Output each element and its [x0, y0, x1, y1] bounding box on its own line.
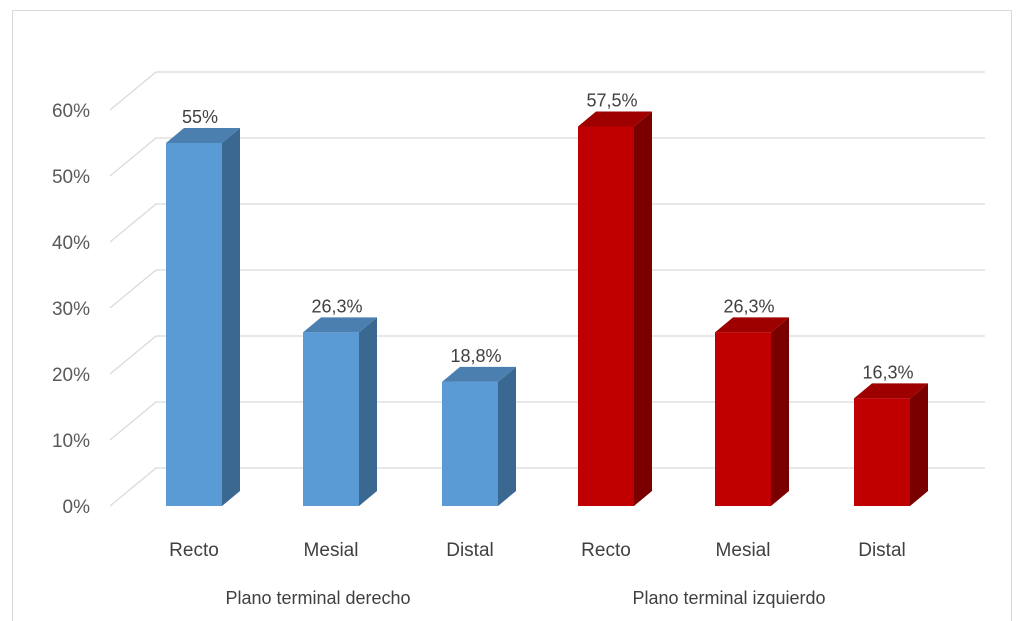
gridline-diagonal: [109, 203, 157, 243]
x-tick-label: Distal: [858, 540, 906, 561]
gridline-diagonal: [109, 137, 157, 177]
y-tick-label: 40%: [52, 233, 90, 254]
bar: [854, 398, 910, 506]
bar-side: [634, 111, 652, 506]
x-tick-label: Mesial: [304, 540, 359, 561]
bar: [303, 332, 359, 506]
bar-side: [359, 317, 377, 506]
data-label: 57,5%: [586, 91, 637, 111]
gridline-diagonal: [109, 71, 157, 111]
bar-top: [303, 317, 377, 333]
bar: [715, 332, 771, 506]
y-tick-label: 20%: [52, 365, 90, 386]
data-label: 18,8%: [450, 346, 501, 366]
data-label: 55%: [182, 107, 218, 127]
chart-frame: [12, 10, 1012, 621]
gridline-diagonal: [109, 401, 157, 441]
x-tick-label: Distal: [446, 540, 494, 561]
bar-top: [166, 128, 240, 143]
bar: [578, 126, 634, 506]
gridline-diagonal: [109, 335, 157, 375]
bar: [442, 381, 498, 506]
bar-top: [442, 366, 516, 382]
x-tick-label: Recto: [169, 540, 219, 561]
x-tick-label: Recto: [581, 540, 631, 561]
data-label: 16,3%: [862, 362, 913, 382]
y-tick-label: 50%: [52, 167, 90, 188]
y-tick-label: 60%: [52, 101, 90, 122]
bar-top: [578, 111, 652, 127]
bar-side: [910, 383, 928, 506]
group-label: Plano terminal izquierdo: [632, 588, 825, 608]
gridline-diagonal: [109, 269, 157, 309]
y-tick-label: 30%: [52, 299, 90, 320]
group-label: Plano terminal derecho: [225, 588, 410, 608]
x-tick-label: Mesial: [716, 540, 771, 561]
bar-top: [715, 317, 789, 333]
y-tick-label: 10%: [52, 431, 90, 452]
bar-side: [498, 366, 516, 506]
bar-side: [222, 128, 240, 506]
y-tick-label: 0%: [63, 497, 91, 518]
gridline-diagonal: [109, 467, 157, 507]
bar: [166, 143, 222, 506]
data-label: 26,3%: [311, 296, 362, 316]
bar-top: [854, 383, 928, 399]
data-label: 26,3%: [723, 296, 774, 316]
bar-side: [771, 317, 789, 506]
